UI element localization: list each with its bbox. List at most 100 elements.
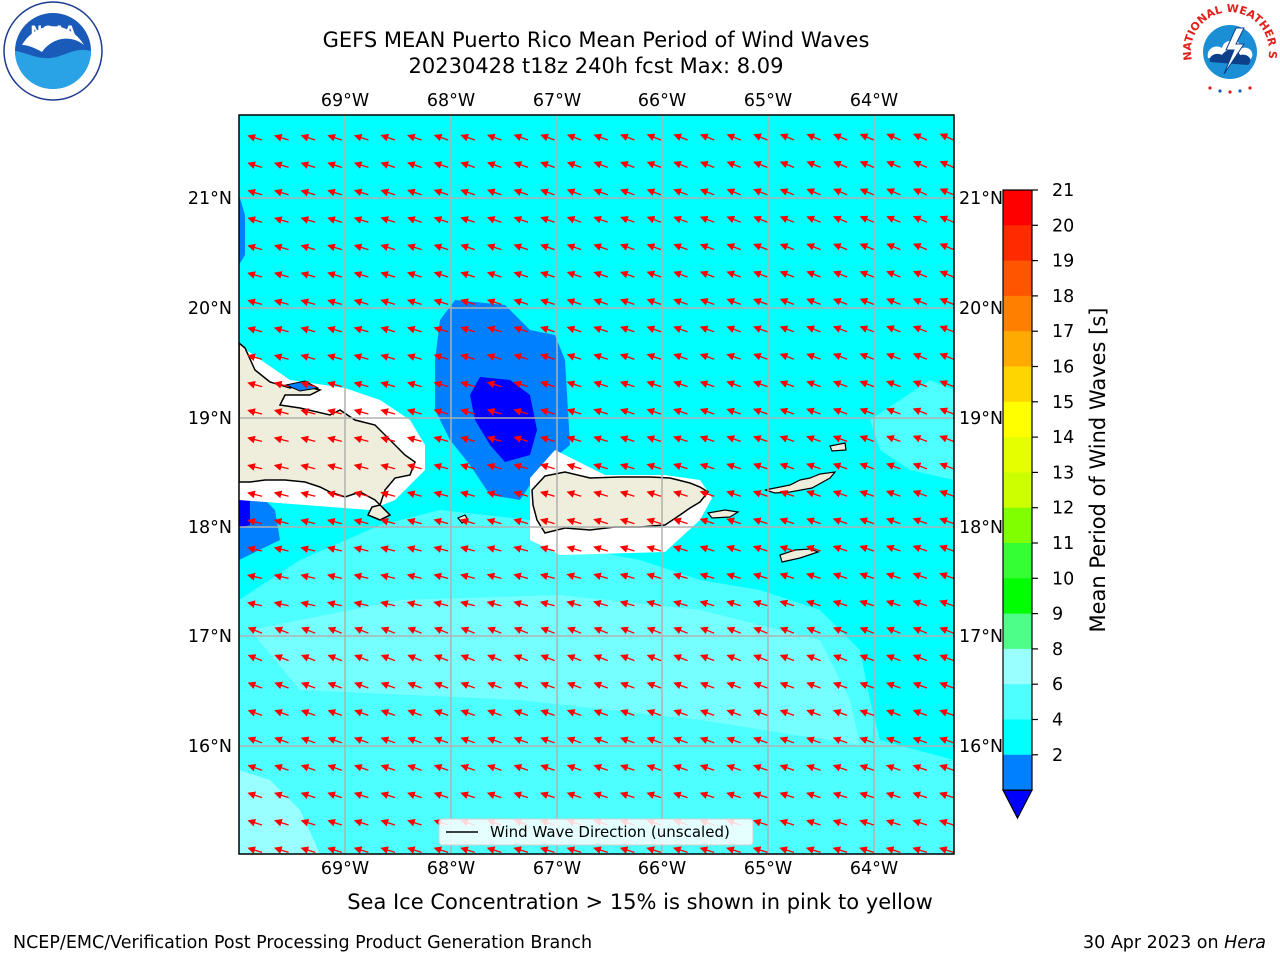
wave-direction-arrow: [673, 188, 688, 196]
wave-direction-arrow: [327, 791, 343, 799]
wave-direction-arrow: [806, 572, 821, 580]
wave-direction-arrow: [513, 681, 529, 690]
wave-direction-arrow: [433, 353, 449, 361]
wave-direction-arrow: [300, 435, 316, 444]
wave-direction-arrow: [699, 353, 715, 361]
colorbar-tick-label: 13: [1052, 463, 1074, 483]
wave-direction-arrow: [779, 818, 795, 827]
wave-direction-arrow: [247, 380, 263, 389]
wave-direction-arrow: [327, 818, 342, 827]
wave-direction-arrow: [939, 489, 954, 498]
wave-direction-arrow: [726, 435, 742, 443]
wave-direction-arrow: [406, 545, 422, 553]
wave-direction-arrow: [619, 517, 635, 526]
wave-direction-arrow: [460, 545, 475, 553]
colorbar-tick-label: 18: [1052, 287, 1074, 307]
wave-direction-arrow: [699, 407, 715, 416]
wave-direction-arrow: [406, 408, 422, 416]
wave-direction-arrow: [380, 243, 396, 252]
wave-direction-arrow: [753, 626, 768, 635]
wave-direction-arrow: [673, 736, 688, 744]
wave-direction-arrow: [886, 297, 901, 306]
colorbar-segment: [1003, 684, 1032, 720]
wave-direction-arrow: [619, 462, 635, 471]
wave-direction-arrow: [779, 846, 795, 854]
wave-direction-arrow: [673, 490, 688, 498]
wave-direction-arrow: [646, 215, 662, 224]
wave-direction-arrow: [673, 325, 688, 333]
wave-direction-arrow: [673, 681, 688, 690]
lat-label-left: 17°N: [188, 627, 232, 647]
wave-direction-arrow: [859, 490, 875, 498]
wave-direction-arrow: [247, 518, 263, 526]
wave-direction-arrow: [619, 791, 635, 799]
wave-direction-arrow: [300, 161, 316, 169]
wave-direction-arrow: [752, 846, 768, 854]
wave-direction-arrow: [646, 736, 662, 744]
wave-direction-arrow: [859, 654, 875, 662]
wave-direction-arrow: [380, 846, 396, 854]
wave-direction-arrow: [673, 380, 688, 388]
wave-direction-arrow: [353, 435, 369, 444]
lon-label-top: 68°W: [427, 91, 475, 111]
wave-direction-arrow: [620, 709, 635, 717]
wave-direction-arrow: [247, 134, 263, 142]
wave-direction-arrow: [726, 407, 742, 416]
wave-direction-arrow: [646, 161, 662, 169]
wave-direction-arrow: [327, 626, 343, 635]
wave-direction-arrow: [726, 544, 741, 553]
wave-direction-arrow: [912, 599, 928, 608]
wave-direction-arrow: [513, 270, 529, 279]
wave-direction-arrow: [300, 408, 316, 416]
wave-direction-arrow: [939, 188, 954, 196]
wave-direction-arrow: [832, 654, 848, 662]
wave-direction-arrow: [433, 133, 449, 142]
wave-direction-arrow: [699, 490, 715, 498]
wave-direction-arrow: [859, 818, 874, 827]
wave-direction-arrow: [806, 352, 821, 361]
wave-direction-arrow: [726, 160, 742, 169]
wave-direction-arrow: [407, 626, 422, 635]
wave-direction-arrow: [247, 408, 263, 416]
wave-direction-arrow: [513, 490, 529, 498]
wave-direction-arrow: [620, 188, 635, 196]
wave-direction-arrow: [300, 818, 316, 827]
wave-direction-arrow: [620, 215, 635, 224]
wave-direction-arrow: [513, 325, 529, 334]
wave-direction-arrow: [646, 243, 662, 251]
wave-direction-arrow: [327, 736, 343, 744]
wave-direction-arrow: [593, 353, 609, 361]
wave-direction-arrow: [886, 188, 901, 196]
wave-direction-arrow: [566, 325, 582, 334]
wave-direction-arrow: [486, 435, 502, 443]
wave-direction-arrow: [939, 791, 954, 799]
wave-direction-arrow: [407, 791, 422, 799]
wave-direction-arrow: [752, 764, 768, 772]
wave-direction-arrow: [326, 545, 342, 553]
colorbar-segment: [1003, 401, 1032, 438]
wave-direction-arrow: [327, 243, 342, 252]
wave-direction-arrow: [566, 517, 582, 526]
wave-direction-arrow: [779, 709, 795, 717]
wave-direction-arrow: [646, 188, 662, 196]
wave-direction-arrow: [939, 160, 954, 168]
wave-direction-arrow: [460, 791, 476, 799]
wave-direction-arrow: [939, 654, 954, 662]
wave-direction-arrow: [646, 270, 662, 279]
wave-direction-arrow: [673, 298, 688, 306]
wave-direction-arrow: [380, 298, 396, 306]
wave-direction-arrow: [354, 626, 369, 635]
wave-direction-arrow: [407, 216, 422, 224]
wave-direction-arrow: [327, 161, 342, 169]
wave-direction-arrow: [832, 544, 848, 553]
wave-direction-arrow: [300, 326, 316, 334]
wave-direction-arrow: [540, 325, 555, 334]
wave-direction-arrow: [806, 599, 821, 608]
wave-direction-arrow: [247, 600, 263, 609]
wave-direction-arrow: [699, 846, 715, 854]
wave-direction-arrow: [699, 626, 715, 635]
wave-direction-arrow: [939, 215, 954, 223]
wave-direction-arrow: [886, 160, 901, 169]
wave-direction-arrow: [859, 407, 875, 416]
